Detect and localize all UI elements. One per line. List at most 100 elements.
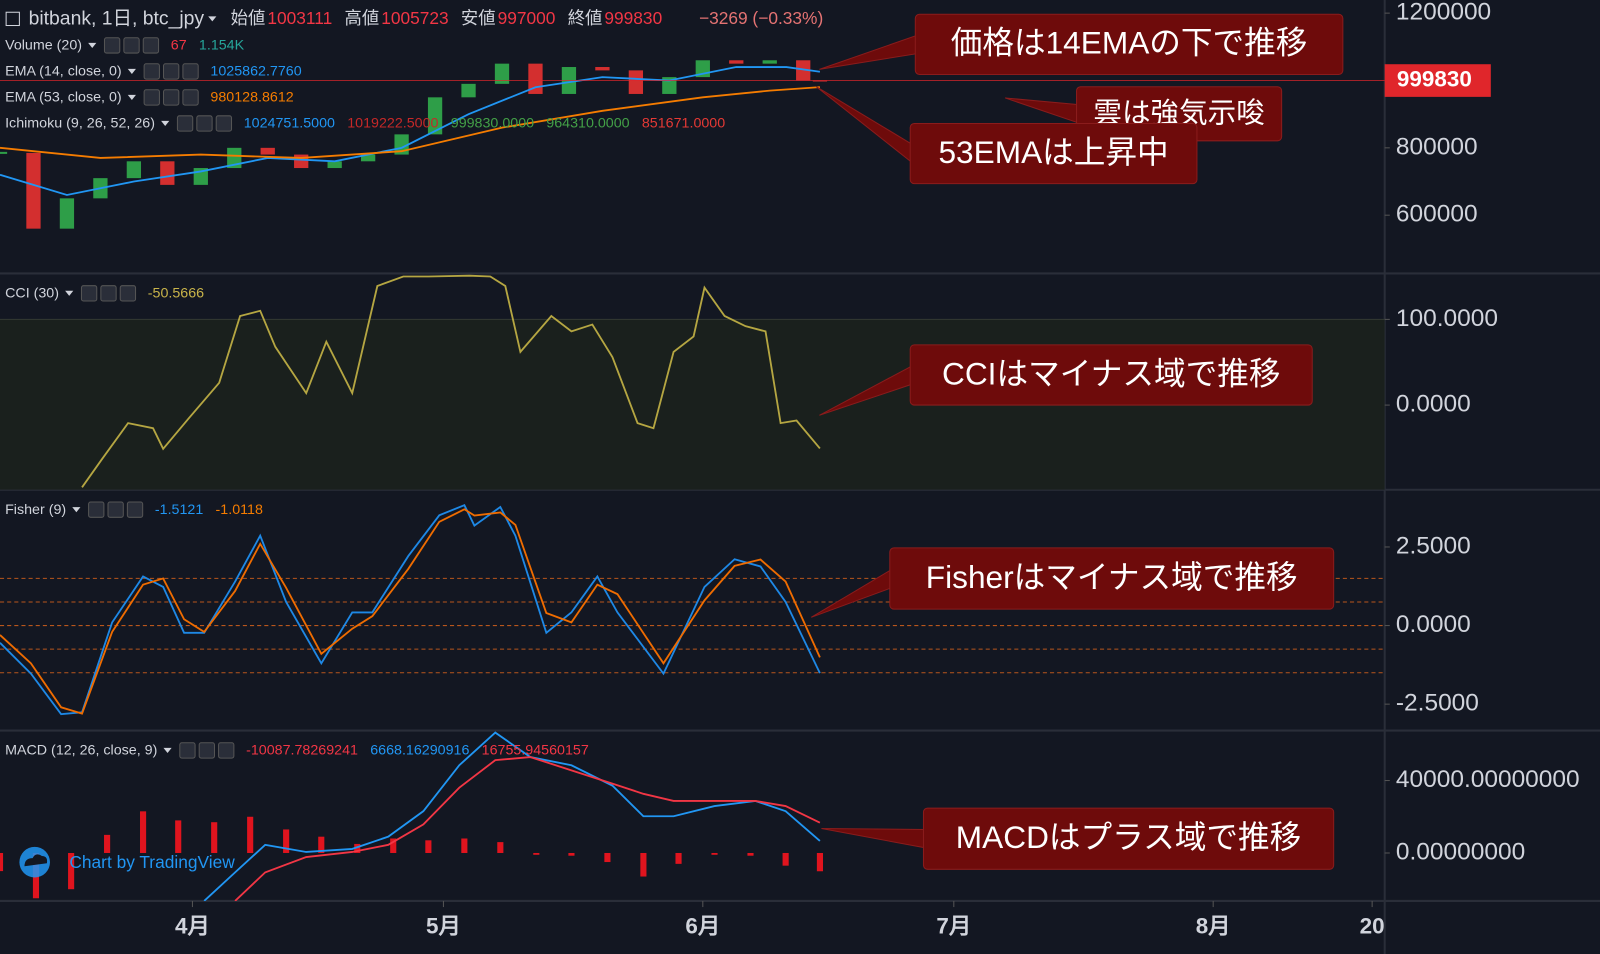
- legend-icon: [143, 89, 160, 106]
- series-line: [0, 86, 820, 159]
- series-line: [0, 508, 821, 715]
- y-tick-label: 0.0000: [1396, 391, 1471, 418]
- legend-value: -10087.78269241: [246, 743, 358, 759]
- y-tick-label: 600000: [1396, 201, 1478, 228]
- x-tick-label: 5月: [426, 913, 461, 938]
- last-price-label: 999830: [1397, 66, 1472, 91]
- collapse-icon: [5, 11, 20, 27]
- symbol-caret: [208, 16, 217, 22]
- price-change: −3269 (−0.33%): [699, 8, 823, 28]
- histogram-bar: [104, 834, 111, 853]
- histogram-bar: [675, 852, 682, 864]
- legend-icon: [182, 63, 199, 80]
- legend-icon: [119, 285, 137, 302]
- legend-value: 851671.0000: [642, 116, 725, 132]
- legend-value: 1025862.7760: [210, 64, 301, 80]
- callout-text: 53EMAは上昇中: [938, 134, 1168, 170]
- y-tick-label: 100.0000: [1396, 305, 1498, 332]
- legend-icon: [162, 89, 180, 106]
- y-tick-label: 0.0000: [1396, 611, 1471, 638]
- legend-icon: [182, 89, 199, 106]
- legend-icon: [100, 285, 117, 302]
- histogram-bar: [175, 820, 182, 853]
- symbol: bitbank, 1日, btc_jpy: [29, 8, 205, 30]
- histogram-bar: [211, 822, 218, 853]
- histogram-bar: [497, 842, 504, 853]
- histogram-bar: [461, 838, 468, 853]
- legend-icon: [103, 37, 121, 54]
- ohlc-value: 1003111: [267, 8, 332, 28]
- watermark: Chart by TradingView: [69, 852, 235, 872]
- candle: [260, 147, 275, 155]
- y-tick-label: 2.5000: [1396, 532, 1471, 559]
- candle: [427, 97, 443, 135]
- x-tick-label: 20: [1360, 913, 1385, 938]
- legend-icon: [218, 742, 235, 759]
- series-line: [203, 731, 821, 901]
- histogram-bar: [283, 829, 290, 853]
- ohlc-label: 安値: [461, 8, 496, 28]
- histogram-bar: [140, 811, 147, 853]
- legend-value: 999830.0000: [451, 116, 534, 132]
- legend-name: Ichimoku (9, 26, 52, 26): [5, 116, 155, 132]
- legend-value: -50.5666: [148, 286, 204, 302]
- legend-caret: [161, 120, 170, 127]
- panel: [0, 731, 824, 901]
- ohlc-label: 終値: [568, 8, 603, 28]
- series-line: [234, 756, 821, 901]
- callout-text: 価格は14EMAの下で推移: [951, 25, 1308, 61]
- panel: [0, 503, 1385, 716]
- legend-caret: [65, 290, 74, 296]
- legend-icon: [107, 501, 124, 518]
- legend-icon: [198, 742, 215, 759]
- legend-caret: [127, 68, 136, 74]
- candle: [494, 63, 510, 84]
- candle: [327, 161, 342, 169]
- legend-caret: [163, 747, 172, 753]
- callout-text: MACDはプラス域で推移: [956, 819, 1301, 855]
- legend-icon: [126, 501, 144, 518]
- histogram-bar: [247, 816, 254, 853]
- legend-value: 6668.16290916: [370, 743, 469, 759]
- ohlc-value: 1005723: [381, 8, 448, 28]
- legend-caret: [127, 94, 136, 100]
- histogram-bar: [604, 852, 611, 863]
- histogram-bar: [68, 852, 75, 890]
- legend-name: Fisher (9): [5, 502, 66, 518]
- histogram-bar: [747, 852, 754, 856]
- candle: [662, 77, 677, 94]
- ohlc-label: 始値: [231, 8, 266, 28]
- candle: [26, 152, 41, 229]
- legend-name: Volume (20): [5, 38, 82, 54]
- x-tick-label: 6月: [685, 913, 720, 938]
- x-tick-label: 8月: [1196, 913, 1231, 938]
- histogram-bar: [640, 852, 647, 877]
- legend-caret: [88, 42, 97, 48]
- y-tick-label: -2.5000: [1396, 690, 1479, 717]
- legend-value: -1.5121: [155, 502, 203, 518]
- legend-value: 1024751.5000: [244, 116, 335, 132]
- y-tick-label: 1200000: [1396, 0, 1491, 26]
- tv-logo-cloud: [24, 854, 48, 867]
- y-tick-label: 0.00000000: [1396, 838, 1525, 865]
- callout-box: [909, 344, 1313, 406]
- candle: [160, 161, 175, 185]
- histogram-bar: [425, 840, 432, 853]
- callout-box: [889, 547, 1335, 610]
- legend-name: EMA (14, close, 0): [5, 64, 122, 80]
- legend-icon: [123, 37, 140, 54]
- legend-icon: [179, 742, 196, 759]
- histogram-bar: [318, 836, 325, 853]
- histogram-bar: [568, 852, 575, 856]
- histogram-bar: [711, 852, 718, 855]
- histogram-bar: [533, 852, 540, 855]
- legend-value: 1019222.5000: [347, 116, 438, 132]
- histogram-bar: [816, 852, 824, 872]
- candle: [729, 60, 744, 64]
- legend-name: EMA (53, close, 0): [5, 90, 122, 106]
- legend-value: -1.0118: [216, 502, 263, 518]
- legend-icon: [143, 63, 160, 80]
- legend-icon: [215, 115, 233, 132]
